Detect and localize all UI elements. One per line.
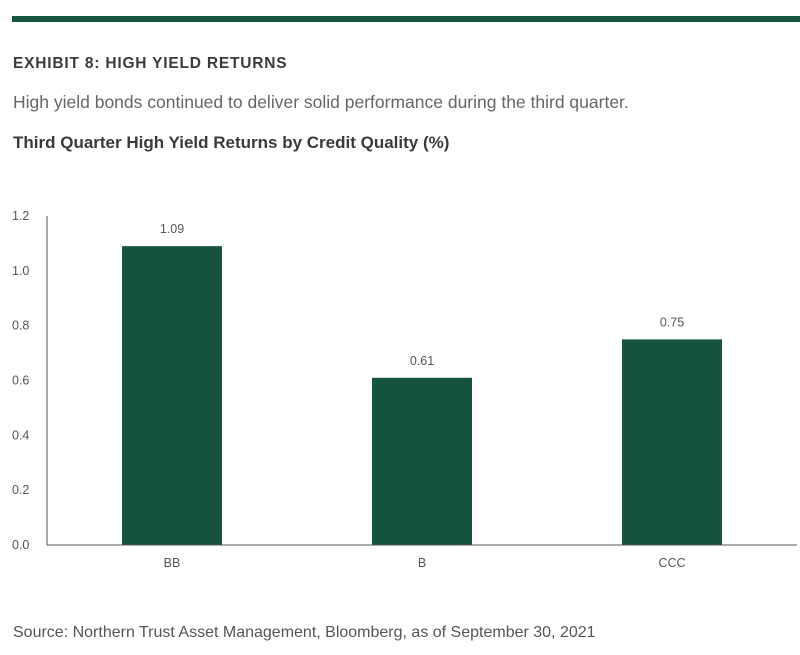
data-labels: 1.09 0.61 0.75 [160, 222, 684, 368]
chart-title: Third Quarter High Yield Returns by Cred… [13, 133, 450, 152]
x-tick-label-b: B [418, 556, 426, 570]
y-axis: 0.0 0.2 0.4 0.6 0.8 1.0 1.2 [12, 209, 48, 552]
y-tick-label: 0.2 [12, 483, 29, 497]
bar-b [372, 377, 472, 545]
data-label-ccc: 0.75 [660, 315, 684, 329]
bar-ccc [622, 339, 722, 545]
exhibit-label: EXHIBIT 8: HIGH YIELD RETURNS [13, 55, 288, 72]
bar-chart: 0.00.20.40.60.81.01.2 1.090.610.75 BB B CC… [12, 209, 797, 570]
x-axis: BB B CCC [47, 544, 797, 570]
bars [122, 246, 722, 545]
x-tick-label-ccc: CCC [658, 556, 685, 570]
bar-bb [122, 246, 222, 545]
y-tick-label: 0.6 [12, 374, 29, 388]
y-tick-label: 0.0 [12, 538, 29, 552]
data-label-b: 0.61 [410, 354, 434, 368]
y-tick-label: 1.0 [12, 264, 29, 278]
x-tick-label-bb: BB [164, 556, 181, 570]
exhibit-subtitle: High yield bonds continued to deliver so… [13, 92, 629, 112]
y-tick-label: 0.8 [12, 319, 29, 333]
y-tick-label: 1.2 [12, 209, 29, 223]
source-note: Source: Northern Trust Asset Management,… [13, 624, 596, 641]
data-label-bb: 1.09 [160, 222, 184, 236]
top-accent-rule [12, 16, 800, 22]
y-tick-label: 0.4 [12, 428, 29, 442]
